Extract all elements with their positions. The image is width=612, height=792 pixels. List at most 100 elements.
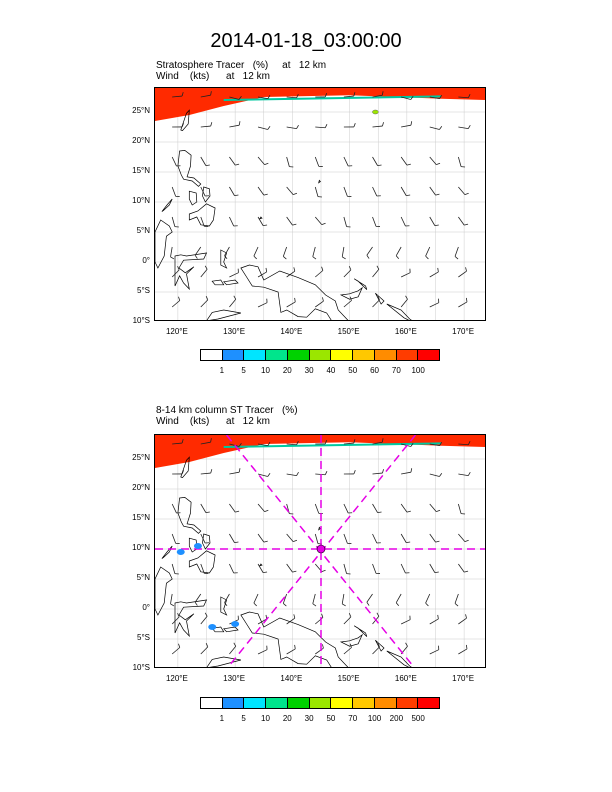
wind-barb xyxy=(172,439,184,445)
coastline xyxy=(206,309,241,320)
wind-barb-staff xyxy=(401,96,411,100)
colorbar-swatch xyxy=(331,698,354,708)
lat-label: 5°S xyxy=(137,633,150,642)
wind-barb xyxy=(229,563,238,574)
wind-barb xyxy=(200,265,208,278)
wind-barb-staff xyxy=(343,156,349,167)
colorbar-label: 50 xyxy=(348,366,358,375)
coastline xyxy=(222,626,239,633)
wind-barb-staff xyxy=(229,186,235,196)
wind-barb-staff xyxy=(315,126,326,129)
colorbar-swatch xyxy=(309,350,332,360)
colorbar-swatch xyxy=(287,350,310,360)
wind-barb xyxy=(170,246,175,260)
wind-barb-staff xyxy=(170,593,173,604)
wind-barb-flag xyxy=(324,471,328,475)
wind-barb xyxy=(343,266,352,278)
wind-barb-staff xyxy=(400,272,411,278)
wind-barb xyxy=(314,216,326,225)
wind-barb-staff xyxy=(257,473,268,477)
wind-barb-flag xyxy=(410,443,414,447)
wind-barb-flag xyxy=(377,643,380,648)
colorbar-swatch xyxy=(244,698,267,708)
colorbar-swatch xyxy=(309,698,332,708)
wind-barb xyxy=(372,469,384,475)
coastline xyxy=(188,537,198,553)
wind-barb-staff xyxy=(372,563,377,574)
wind-barb-staff xyxy=(400,563,406,574)
wind-barb-staff xyxy=(315,270,324,278)
wind-barb-flag xyxy=(234,194,239,197)
coastline xyxy=(386,650,412,667)
wind-barb-staff xyxy=(253,246,259,257)
wind-barb-flag xyxy=(349,643,352,648)
coastline xyxy=(240,611,349,667)
wind-barb-flag xyxy=(406,163,411,166)
wind-barb-staff xyxy=(200,186,206,197)
wind-barb-staff xyxy=(200,216,205,227)
wind-barb xyxy=(457,503,466,515)
wind-barb xyxy=(286,267,296,278)
wind-barb xyxy=(343,123,356,128)
wind-barb-flag xyxy=(465,267,467,272)
wind-barb xyxy=(229,96,242,100)
wind-barb xyxy=(400,533,411,544)
wind-barb-flag xyxy=(283,256,287,260)
wind-barb-flag xyxy=(324,93,328,98)
wind-barb-staff xyxy=(372,94,383,98)
wind-barb-flag xyxy=(238,468,241,473)
wind-barb-flag xyxy=(467,441,471,445)
lon-label: 130°E xyxy=(223,674,246,683)
wind-barb-flag xyxy=(406,510,411,513)
wind-barb-flag xyxy=(293,267,296,272)
coastline xyxy=(339,286,364,300)
wind-barb xyxy=(171,156,181,167)
wind-barb-staff xyxy=(200,94,211,98)
panel2-title: 8-14 km column ST Tracer (%) Wind (kts) … xyxy=(156,405,298,427)
wind-barb xyxy=(458,267,467,278)
wind-barb-flag xyxy=(342,603,346,607)
wind-barb xyxy=(372,533,381,544)
wind-barb-flag xyxy=(170,256,175,260)
wind-barb xyxy=(343,296,352,308)
wind-barb-staff xyxy=(171,269,180,278)
wind-barb-flag xyxy=(348,266,352,271)
wind-barb-staff xyxy=(314,156,320,167)
lat-label: 20°N xyxy=(132,136,150,145)
wind-barb-staff xyxy=(172,442,183,445)
wind-barb-staff xyxy=(194,593,202,603)
wind-barb xyxy=(200,156,210,167)
wind-barb-staff xyxy=(200,472,211,475)
wind-barb-staff xyxy=(229,96,240,100)
wind-barb-flag xyxy=(348,613,352,618)
wind-barb xyxy=(429,473,443,477)
wind-barb-staff xyxy=(229,646,237,655)
wind-barb xyxy=(372,186,381,197)
wind-barb-staff xyxy=(401,471,412,475)
wind-barb xyxy=(194,246,202,259)
coastline xyxy=(222,279,239,286)
wind-barb-flag xyxy=(467,125,471,129)
wind-barb xyxy=(172,92,184,98)
wind-barb-flag xyxy=(439,126,443,130)
wind-barb xyxy=(458,94,471,99)
wind-barb xyxy=(400,156,411,166)
wind-barb-flag xyxy=(238,121,241,126)
coastline xyxy=(318,526,321,531)
wind-barb-flag xyxy=(382,122,384,127)
wind-barb xyxy=(458,186,469,195)
colorbar-swatch xyxy=(353,698,375,708)
wind-barb xyxy=(314,186,322,198)
coastline xyxy=(174,599,208,638)
colorbar-label: 70 xyxy=(391,366,401,375)
wind-barb-staff xyxy=(372,533,378,544)
wind-barb xyxy=(253,593,259,607)
wind-barb-staff xyxy=(457,156,462,167)
wind-barb-flag xyxy=(405,295,408,300)
wind-barb xyxy=(286,503,294,515)
colorbar-label: 5 xyxy=(241,714,246,723)
lon-label: 120°E xyxy=(165,674,188,683)
wind-barb-staff xyxy=(286,216,293,226)
wind-barb-staff xyxy=(171,533,177,544)
coastline xyxy=(211,626,225,633)
